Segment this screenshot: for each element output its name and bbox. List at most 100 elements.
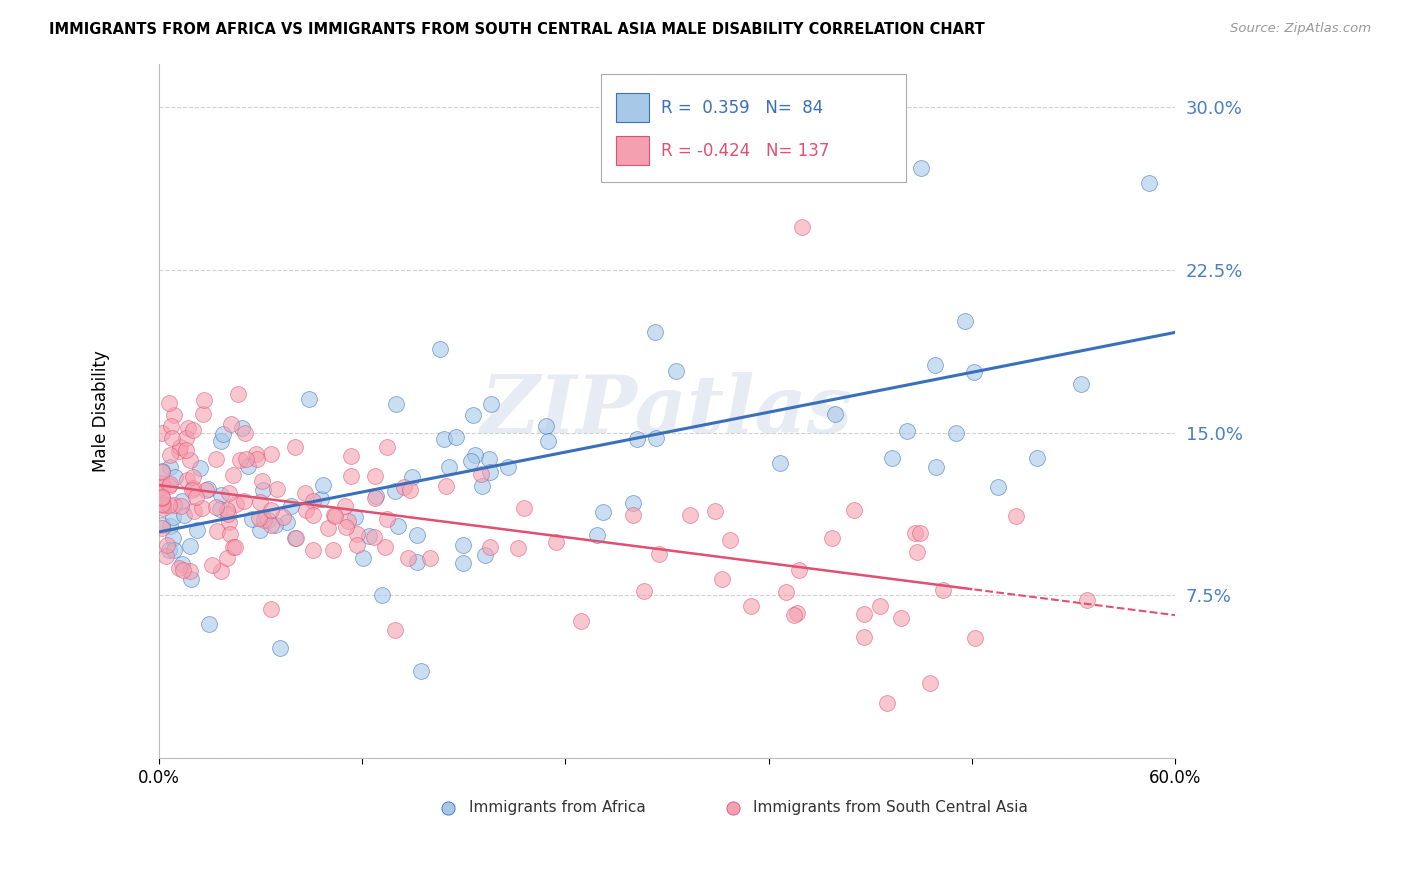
Point: [179, 564, 201, 578]
Point: [398, 483, 420, 497]
Point: [769, 456, 792, 470]
Point: [536, 434, 558, 448]
Point: [155, 549, 177, 564]
Point: [932, 582, 955, 597]
Text: IMMIGRANTS FROM AFRICA VS IMMIGRANTS FROM SOUTH CENTRAL ASIA MALE DISABILITY COR: IMMIGRANTS FROM AFRICA VS IMMIGRANTS FRO…: [49, 22, 986, 37]
Point: [782, 608, 804, 623]
Point: [246, 451, 269, 466]
Point: [167, 560, 190, 574]
Point: [890, 611, 912, 625]
Point: [150, 521, 173, 535]
Point: [163, 498, 186, 512]
Point: [152, 496, 174, 510]
Point: [821, 531, 844, 545]
Point: [302, 543, 325, 558]
Text: Immigrants from Africa: Immigrants from Africa: [468, 800, 645, 815]
Point: [263, 518, 285, 533]
Point: [786, 606, 808, 620]
Text: ZIPatlas: ZIPatlas: [481, 372, 853, 450]
Point: [181, 481, 204, 495]
Point: [167, 444, 190, 458]
Point: [411, 664, 433, 678]
Point: [364, 491, 387, 505]
Point: [569, 615, 592, 629]
Point: [249, 523, 271, 537]
Point: [250, 474, 273, 488]
Point: [181, 483, 204, 497]
Point: [787, 563, 810, 577]
Point: [429, 342, 451, 356]
Point: [174, 442, 197, 457]
Point: [481, 397, 503, 411]
Point: [222, 467, 245, 482]
Point: [1139, 176, 1161, 190]
Text: Immigrants from South Central Asia: Immigrants from South Central Asia: [754, 800, 1028, 815]
Point: [340, 449, 363, 463]
Point: [176, 474, 198, 488]
Point: [157, 543, 180, 558]
Point: [474, 548, 496, 562]
Point: [252, 513, 274, 527]
Point: [1004, 508, 1026, 523]
Point: [385, 397, 408, 411]
Text: R = -0.424   N= 137: R = -0.424 N= 137: [661, 142, 830, 160]
Point: [186, 490, 208, 504]
Point: [478, 540, 501, 554]
Point: [387, 519, 409, 533]
Point: [301, 508, 323, 522]
Point: [534, 418, 557, 433]
Point: [245, 447, 267, 461]
Point: [853, 630, 876, 644]
Point: [162, 408, 184, 422]
Point: [226, 386, 249, 401]
Point: [644, 431, 666, 445]
Point: [359, 529, 381, 543]
FancyBboxPatch shape: [616, 93, 648, 122]
Point: [364, 469, 387, 483]
Point: [375, 512, 398, 526]
Point: [955, 314, 977, 328]
Point: [364, 489, 387, 503]
Point: [249, 495, 271, 509]
Point: [323, 508, 346, 523]
Point: [280, 499, 302, 513]
Point: [963, 632, 986, 646]
Point: [157, 479, 180, 493]
Point: [233, 494, 256, 508]
Point: [208, 502, 231, 516]
Point: [150, 491, 173, 505]
Point: [679, 508, 702, 523]
Point: [209, 488, 232, 502]
Point: [247, 511, 270, 525]
Point: [925, 459, 948, 474]
Point: [904, 525, 927, 540]
Point: [266, 482, 288, 496]
Point: [172, 563, 194, 577]
Point: [498, 459, 520, 474]
Point: [512, 501, 534, 516]
Point: [371, 588, 394, 602]
Point: [621, 508, 644, 522]
Point: [165, 469, 187, 483]
Point: [375, 440, 398, 454]
Point: [219, 527, 242, 541]
Point: [309, 492, 332, 507]
Point: [544, 535, 567, 549]
Point: [163, 543, 186, 558]
Point: [228, 452, 250, 467]
Point: [201, 558, 224, 572]
Point: [157, 498, 180, 512]
Point: [312, 478, 335, 492]
Point: [233, 426, 256, 441]
Point: [626, 432, 648, 446]
Point: [217, 508, 239, 522]
Point: [172, 493, 194, 508]
Point: [896, 424, 918, 438]
Point: [945, 426, 967, 441]
Point: [363, 530, 385, 544]
Point: [406, 555, 429, 569]
Point: [179, 539, 201, 553]
Point: [644, 325, 666, 339]
Point: [222, 540, 245, 554]
Point: [198, 616, 221, 631]
